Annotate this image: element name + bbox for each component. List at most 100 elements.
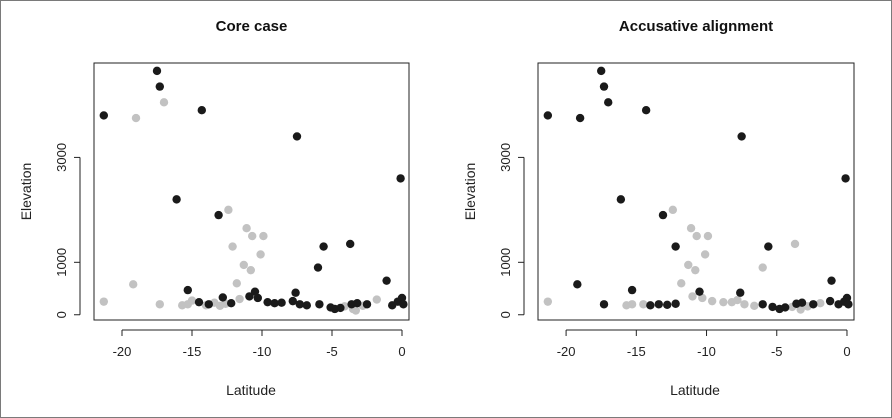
plot-frame [537, 62, 855, 321]
data-point-black [627, 285, 637, 295]
data-point-black [599, 82, 609, 91]
data-point-black [399, 300, 408, 309]
data-point-gray [239, 260, 248, 270]
data-point-black [302, 301, 311, 310]
data-point-black [658, 210, 668, 220]
data-point-black [841, 174, 850, 183]
data-point-black [764, 242, 773, 251]
x-tick-label: -10 [697, 344, 716, 359]
x-tick-label: 0 [398, 344, 405, 359]
x-tick-label: -20 [557, 344, 576, 359]
data-point-black [737, 132, 746, 141]
data-point-gray [692, 231, 701, 241]
data-point-black [797, 298, 807, 307]
data-point-gray [691, 265, 700, 275]
data-point-gray [703, 231, 713, 241]
data-point-black [99, 111, 109, 120]
data-point-black [382, 276, 391, 285]
data-point-black [313, 263, 323, 272]
data-point-black [218, 293, 227, 302]
data-point-black [780, 303, 790, 312]
data-point-black [616, 195, 626, 204]
panel-1: Core case -20 -15 -10 -5 0 0 1000 3000 Latitude El… [18, 18, 410, 398]
data-point-gray [677, 279, 686, 288]
data-point-black [270, 299, 279, 308]
data-point-black [597, 66, 606, 76]
data-point-black [346, 239, 355, 249]
data-point-black [604, 98, 613, 107]
data-point-gray [351, 306, 360, 315]
data-point-gray [684, 260, 693, 270]
data-point-black [842, 293, 852, 303]
data-point-black [288, 296, 297, 306]
data-point-black [152, 66, 162, 76]
data-point-gray [719, 297, 728, 307]
data-point-black [397, 293, 407, 303]
data-point-black [253, 293, 262, 303]
x-tick-label: -15 [183, 344, 202, 359]
data-point-gray [372, 295, 381, 304]
data-point-black [573, 280, 582, 289]
data-point-gray [758, 263, 767, 272]
data-point-black [336, 303, 345, 313]
data-point-gray [259, 231, 268, 241]
data-point-gray [750, 301, 759, 311]
data-point-black [827, 276, 836, 285]
data-point-black [353, 299, 362, 308]
data-point-gray [99, 297, 109, 306]
data-point-gray [232, 279, 241, 288]
data-point-black [204, 300, 213, 309]
y-tick-label: 3000 [54, 143, 69, 172]
y-tick-label: 0 [498, 311, 513, 318]
data-point-gray [790, 239, 800, 249]
y-tick-label: 1000 [54, 248, 69, 277]
data-point-black [197, 106, 206, 115]
data-point-black [654, 300, 663, 309]
data-point-gray [733, 295, 742, 305]
data-point-gray [131, 113, 141, 123]
data-point-gray [242, 224, 251, 233]
data-point-black [758, 300, 767, 309]
x-tick-label: -20 [113, 344, 132, 359]
data-point-black [214, 210, 223, 220]
panel-2: Accusative alignment -20 -15 -10 -5 0 0 1000 300… [462, 18, 855, 398]
data-point-gray [698, 293, 707, 303]
data-point-black [671, 242, 680, 251]
data-point-black [250, 287, 260, 296]
data-point-gray [248, 231, 257, 241]
data-point-black [245, 292, 254, 301]
data-point-gray [187, 296, 197, 305]
data-point-black [641, 106, 651, 115]
data-point-black [227, 299, 236, 308]
data-point-black [291, 288, 300, 297]
data-point-gray [256, 250, 265, 259]
data-point-black [599, 300, 609, 309]
x-tick-label: -10 [253, 344, 272, 359]
data-point-black [663, 300, 672, 309]
data-point-black [543, 111, 553, 120]
data-point-black [295, 300, 304, 309]
data-point-black [575, 113, 585, 123]
data-point-black [736, 288, 745, 297]
data-point-black [319, 242, 328, 251]
data-point-gray [155, 300, 164, 309]
data-point-gray [700, 250, 710, 259]
data-point-gray [224, 205, 233, 215]
data-point-black [671, 299, 680, 308]
data-point-black [809, 300, 818, 309]
data-point-gray [639, 300, 648, 309]
data-point-gray [816, 299, 825, 308]
y-tick-label: 0 [54, 311, 69, 318]
x-tick-label: 0 [843, 344, 850, 359]
data-point-black [292, 132, 302, 141]
data-point-black [194, 297, 204, 307]
y-tick-label: 1000 [498, 248, 513, 277]
x-tick-label: -5 [771, 344, 783, 359]
data-point-gray [627, 300, 637, 309]
data-point-black [768, 302, 777, 312]
data-point-gray [740, 300, 749, 309]
data-point-black [155, 82, 164, 91]
data-point-gray [159, 98, 169, 107]
data-point-gray [796, 305, 805, 314]
